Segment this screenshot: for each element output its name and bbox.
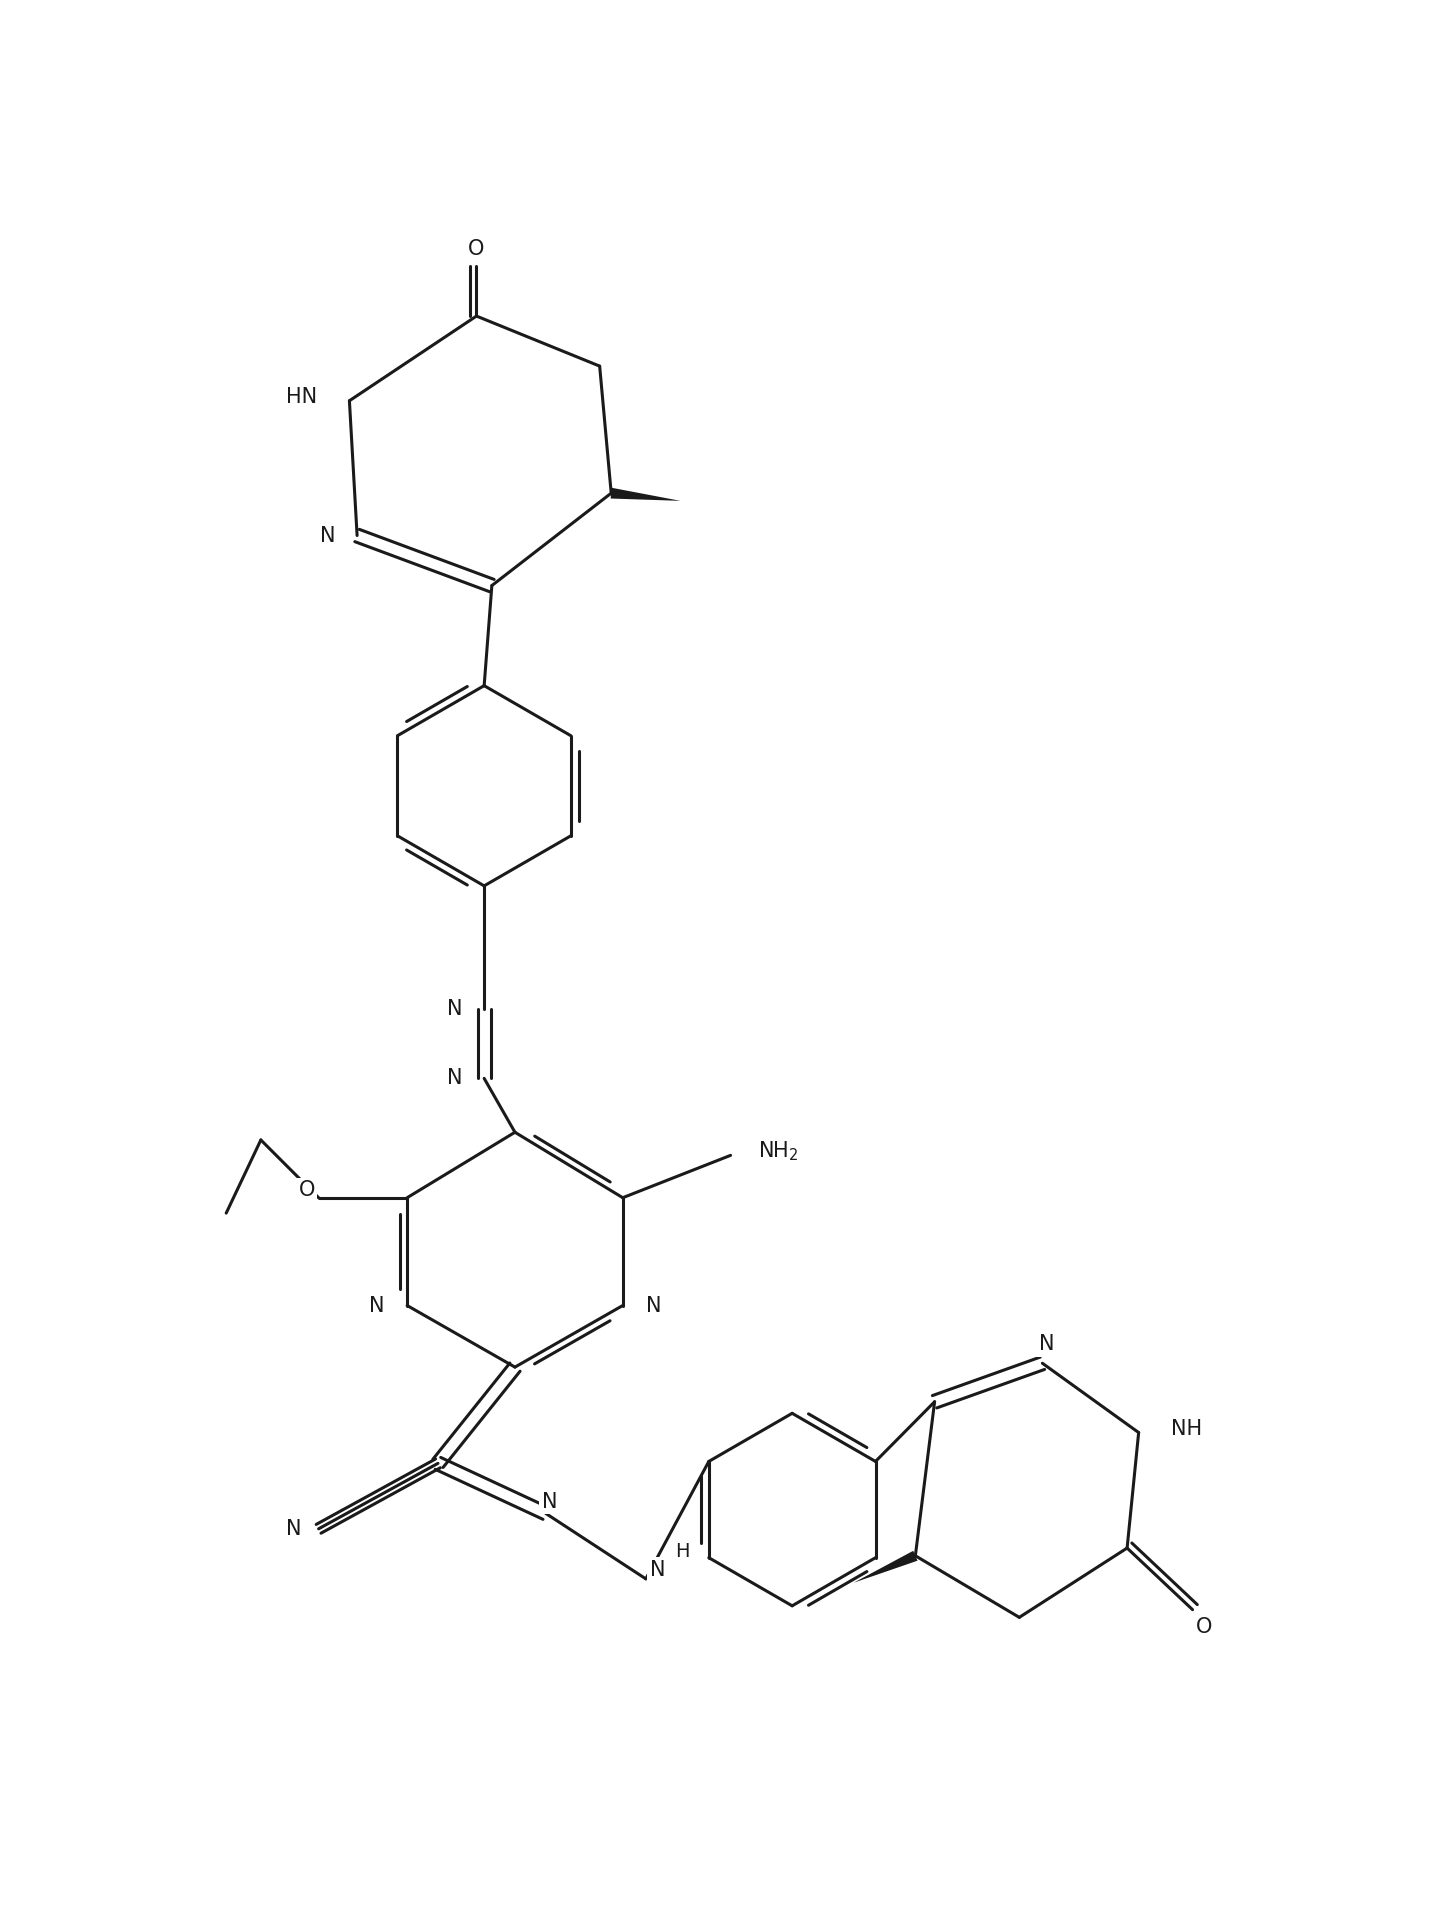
Text: HN: HN	[286, 388, 317, 407]
Text: O: O	[469, 239, 485, 258]
Text: H: H	[675, 1542, 691, 1562]
Text: N: N	[320, 526, 336, 546]
Text: N: N	[1038, 1334, 1054, 1353]
Text: N: N	[447, 999, 463, 1020]
Text: NH$_2$: NH$_2$	[757, 1139, 799, 1163]
Text: N: N	[447, 1068, 463, 1089]
Text: NH: NH	[1171, 1419, 1203, 1438]
Text: N: N	[650, 1560, 665, 1579]
Text: O: O	[298, 1180, 314, 1199]
Text: O: O	[1195, 1616, 1213, 1637]
Text: N: N	[646, 1296, 662, 1315]
Text: N: N	[542, 1492, 558, 1512]
Polygon shape	[610, 488, 681, 501]
Polygon shape	[854, 1550, 917, 1583]
Text: N: N	[286, 1519, 301, 1539]
Text: N: N	[369, 1296, 384, 1315]
